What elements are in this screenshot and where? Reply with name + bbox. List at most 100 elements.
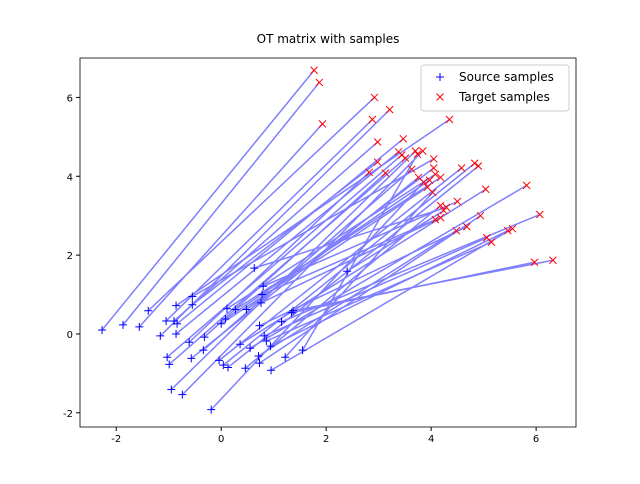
- x-marker: [399, 134, 408, 143]
- x-marker: [549, 256, 557, 265]
- x-marker: [476, 211, 485, 220]
- coupling-line: [165, 118, 373, 322]
- y-tick-label: -2: [63, 409, 73, 420]
- plus-marker: [255, 359, 264, 368]
- x-marker: [445, 115, 454, 124]
- plus-marker: [267, 366, 276, 375]
- y-tick-label: 4: [67, 172, 73, 183]
- coupling-line: [173, 141, 379, 322]
- plus-marker: [165, 360, 174, 369]
- plus-marker: [343, 267, 352, 276]
- plus-marker: [173, 319, 182, 328]
- coupling-line: [220, 186, 428, 325]
- x-marker: [373, 158, 382, 166]
- x-marker: [310, 66, 318, 75]
- x-marker: [530, 258, 539, 267]
- x-tick-label: 0: [218, 434, 224, 445]
- x-marker: [373, 138, 382, 146]
- coupling-line: [270, 229, 509, 347]
- x-marker: [429, 155, 438, 163]
- coupling-line: [239, 188, 487, 345]
- axes-frame: [79, 57, 577, 428]
- legend-box: [420, 64, 570, 112]
- x-marker: [385, 105, 394, 114]
- plus-marker: [224, 363, 233, 372]
- plus-marker: [242, 305, 251, 314]
- plus-marker: [281, 353, 290, 362]
- chart-title: OT matrix with samples: [257, 32, 400, 46]
- plus-marker: [298, 346, 307, 355]
- legend-marker: [436, 73, 444, 81]
- coupling-line: [249, 184, 528, 349]
- x-marker: [418, 147, 427, 155]
- x-tick-label: 6: [533, 434, 539, 445]
- coupling-line: [261, 218, 436, 296]
- plus-marker: [162, 316, 171, 325]
- x-marker: [535, 210, 544, 219]
- x-marker: [431, 170, 440, 179]
- plus-marker: [217, 319, 226, 328]
- plus-marker: [200, 333, 209, 342]
- x-marker: [365, 168, 374, 177]
- x-marker: [401, 154, 410, 162]
- coupling-line: [284, 191, 434, 358]
- x-marker: [407, 165, 416, 174]
- coupling-line: [166, 154, 403, 358]
- plus-marker: [188, 292, 197, 301]
- x-marker: [368, 115, 377, 124]
- coupling-line: [301, 153, 419, 351]
- x-marker: [452, 226, 461, 235]
- coupling-line: [254, 206, 447, 269]
- plus-marker: [260, 331, 269, 340]
- y-tick-label: 0: [67, 330, 73, 341]
- plus-marker: [207, 405, 216, 414]
- coupling-line: [258, 230, 457, 357]
- plus-marker: [144, 306, 153, 315]
- plus-marker: [258, 290, 267, 299]
- coupling-line: [270, 228, 513, 371]
- coupling-line: [202, 168, 413, 351]
- coupling-line: [234, 176, 441, 311]
- plus-marker: [241, 364, 250, 373]
- coupling-line: [147, 96, 375, 312]
- x-marker: [413, 150, 422, 159]
- plus-marker: [255, 321, 264, 330]
- x-marker: [425, 176, 434, 185]
- x-tick-label: -2: [111, 434, 121, 445]
- coupling-line: [245, 167, 435, 311]
- plus-marker: [266, 342, 275, 351]
- x-marker: [436, 213, 445, 222]
- plus-marker: [277, 317, 286, 326]
- x-marker: [431, 215, 440, 224]
- coupling-line: [222, 162, 476, 366]
- x-marker: [370, 93, 379, 102]
- coupling-line: [138, 123, 324, 328]
- plus-marker: [188, 300, 197, 309]
- coupling-line: [259, 226, 468, 327]
- plus-marker: [257, 298, 266, 307]
- coupling-line: [346, 209, 445, 272]
- plus-marker: [262, 337, 271, 346]
- y-tick-label: 6: [67, 93, 73, 104]
- plus-marker: [215, 356, 224, 365]
- x-marker: [318, 119, 327, 128]
- x-marker: [474, 162, 483, 170]
- plus-marker: [199, 346, 208, 355]
- x-marker: [436, 201, 445, 210]
- x-marker: [381, 169, 390, 177]
- plus-marker: [156, 331, 165, 340]
- coupling-line: [191, 161, 379, 306]
- x-tick-label: 2: [323, 434, 329, 445]
- plus-marker: [172, 301, 181, 310]
- x-marker: [429, 164, 438, 172]
- plus-marker: [172, 329, 181, 338]
- x-marker: [487, 238, 496, 246]
- coupling-line: [122, 81, 320, 326]
- x-marker: [470, 159, 479, 168]
- coupling-line: [101, 69, 315, 331]
- plus-marker: [185, 338, 194, 347]
- coupling-line: [181, 150, 424, 396]
- x-marker: [462, 222, 471, 231]
